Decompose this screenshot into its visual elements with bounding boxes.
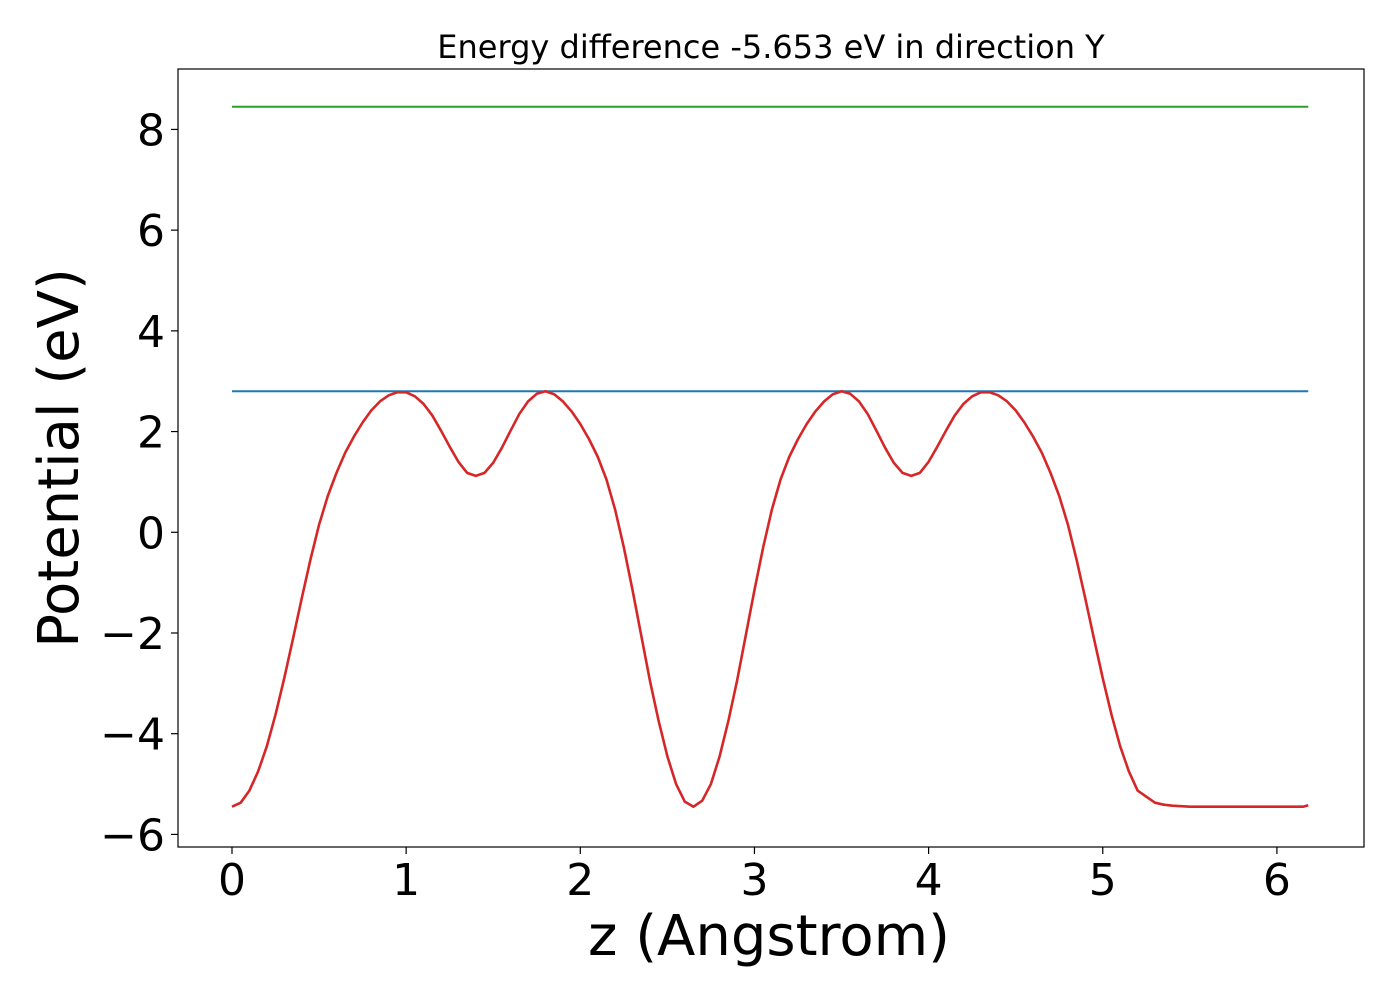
x-tick-label: 0 — [218, 855, 246, 906]
chart-title: Energy difference -5.653 eV in direction… — [437, 28, 1105, 66]
plot-frame — [177, 68, 1365, 848]
y-tick-label: −2 — [100, 609, 165, 660]
y-tick-label: 2 — [137, 408, 165, 459]
x-tick-label: 3 — [740, 855, 768, 906]
y-tick-label: 6 — [137, 206, 165, 257]
x-tick-label: 1 — [392, 855, 420, 906]
x-tick-label: 4 — [915, 855, 943, 906]
y-tick-label: 8 — [137, 105, 165, 156]
series-layer — [231, 105, 1309, 809]
ticks-layer: 0 1 2 3 4 5 6 −6 −4 −2 0 2 4 6 8 — [100, 105, 1291, 906]
x-tick-label: 6 — [1263, 855, 1291, 906]
y-tick-label: 0 — [137, 508, 165, 559]
y-tick-label: −6 — [100, 810, 165, 861]
x-tick-label: 5 — [1089, 855, 1117, 906]
series-line-3 — [231, 389, 1309, 809]
y-axis-title: Potential (eV) — [27, 268, 92, 648]
x-axis-title: z (Angstrom) — [588, 904, 950, 969]
y-tick-label: 4 — [137, 307, 165, 358]
y-tick-label: −4 — [100, 710, 165, 761]
x-tick-label: 2 — [566, 855, 594, 906]
